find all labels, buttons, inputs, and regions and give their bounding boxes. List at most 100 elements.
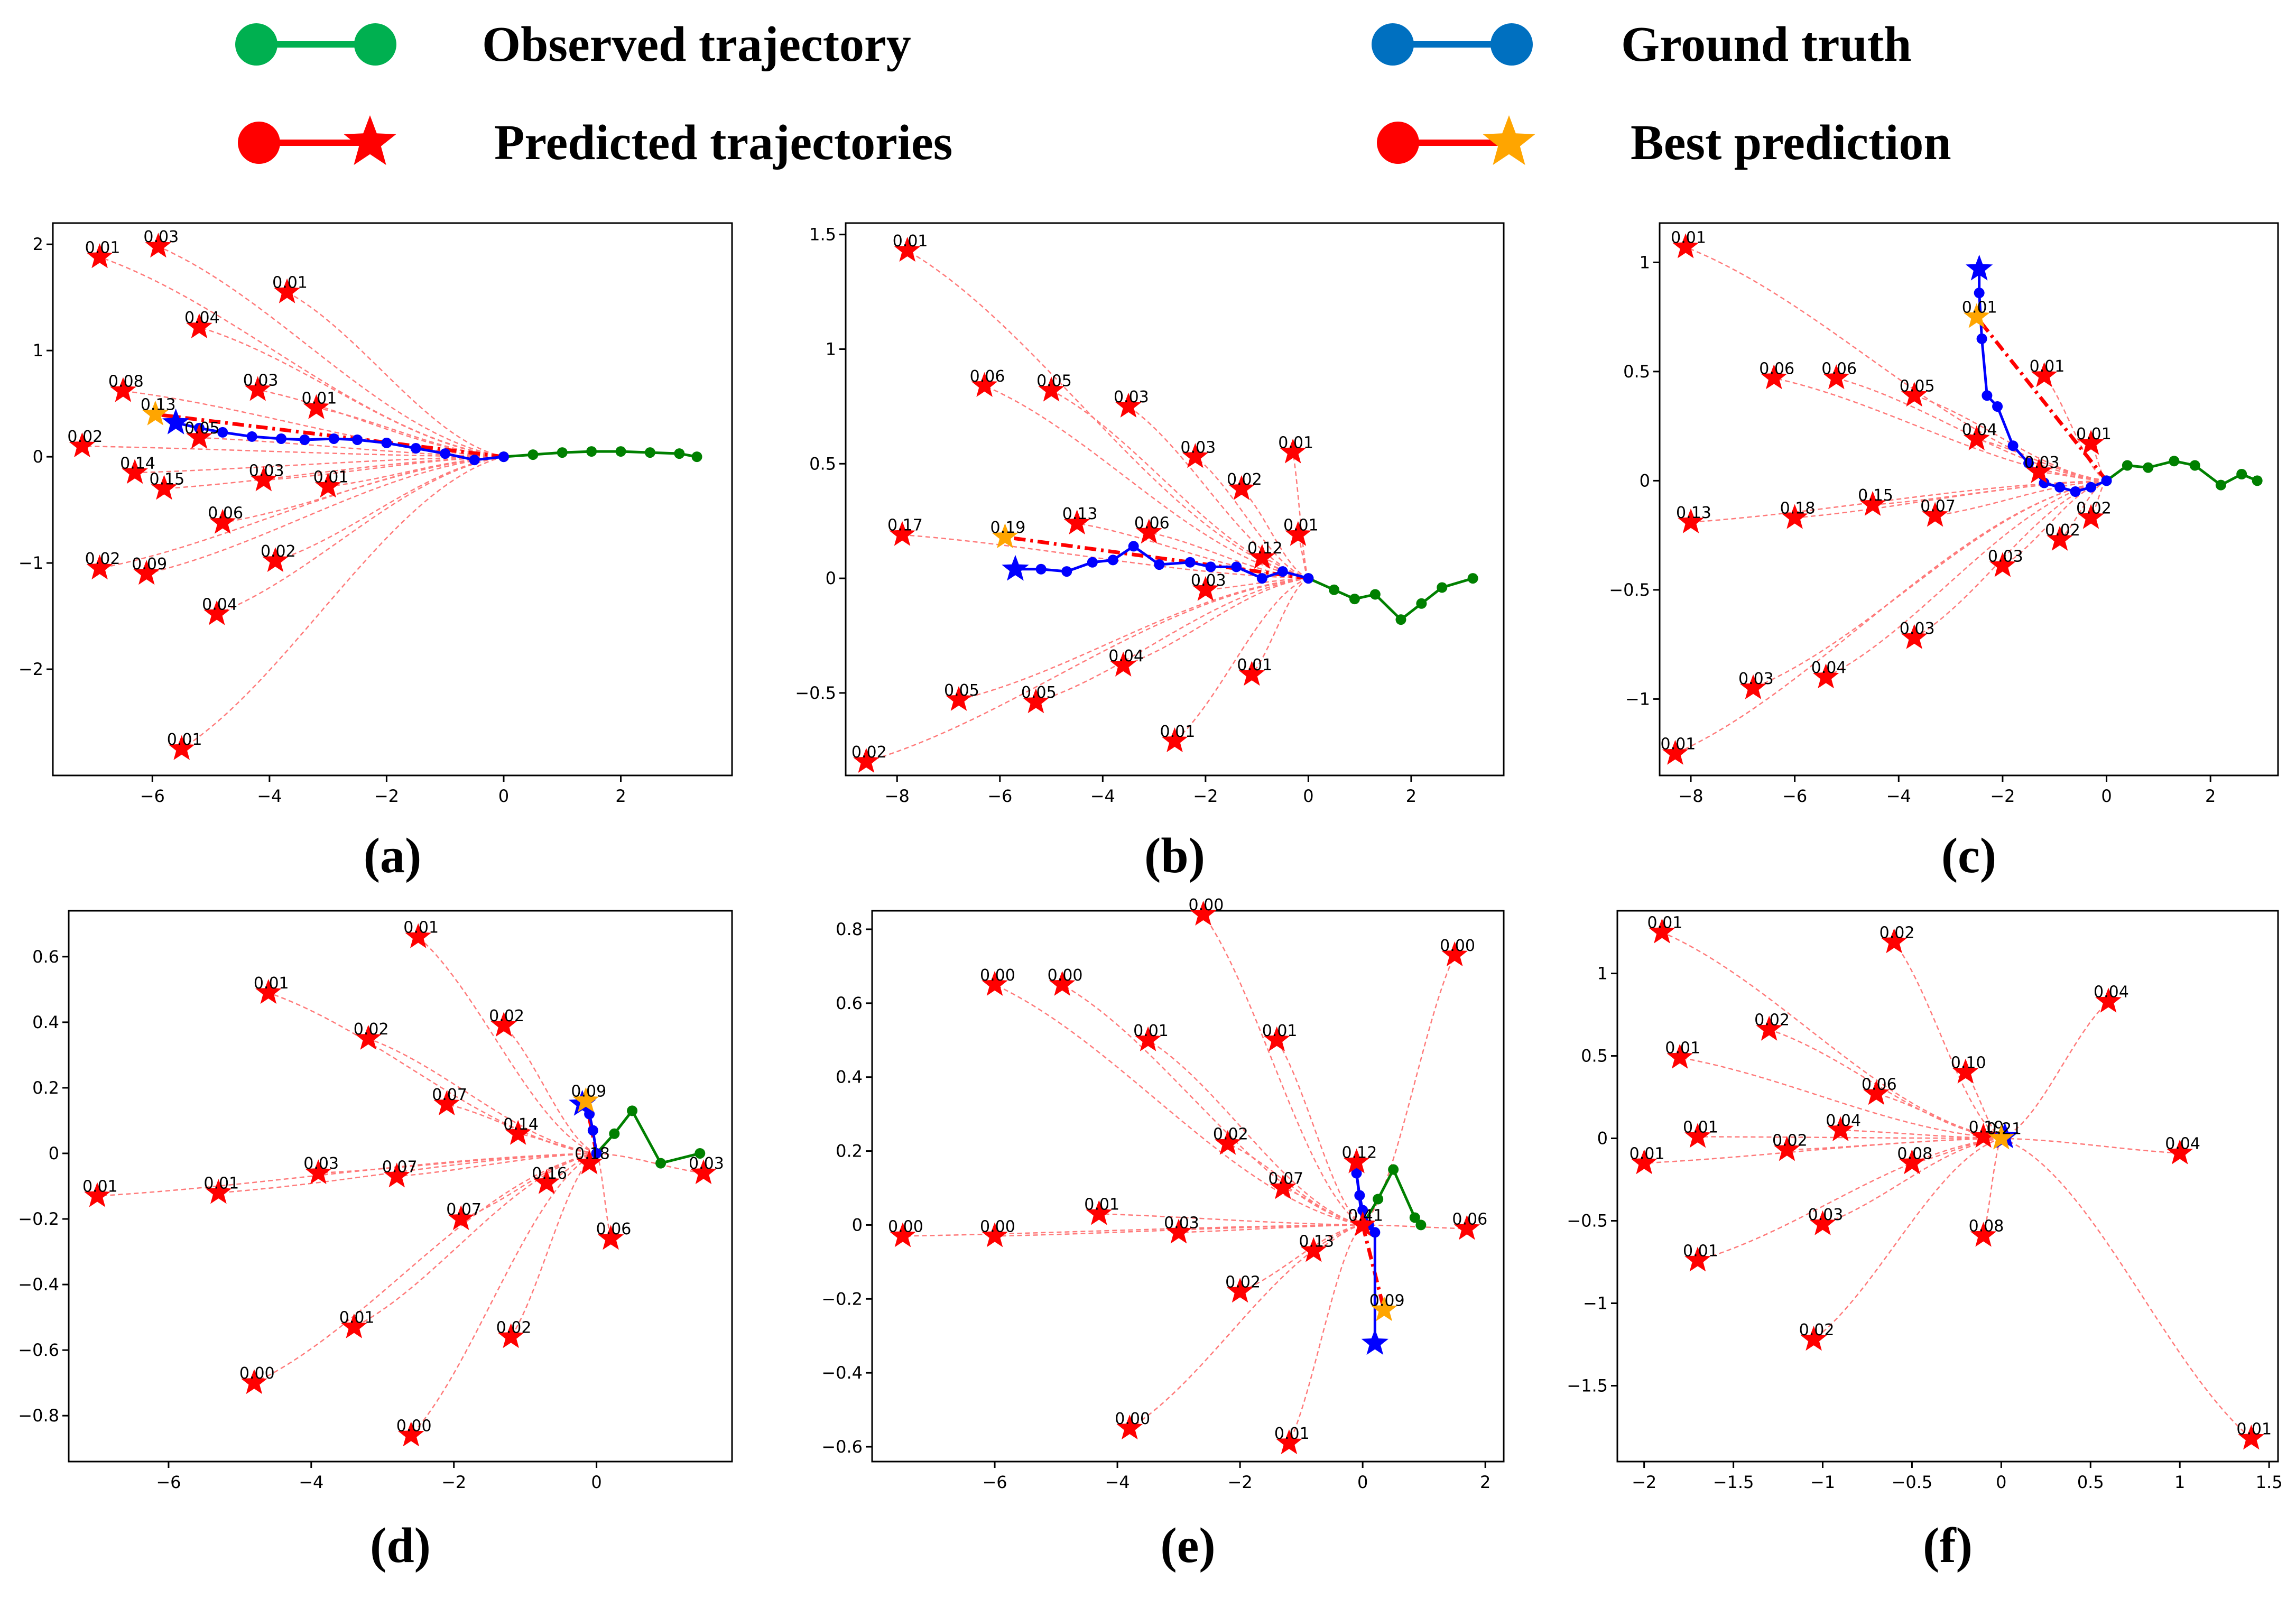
predicted-endpoint-star <box>971 372 998 397</box>
x-tick-label: −2 <box>1193 786 1218 806</box>
ground-truth-point <box>217 427 228 438</box>
prediction-curve <box>1893 941 2002 1139</box>
y-tick-label: 1 <box>1597 964 1608 984</box>
predicted-probability-label: 0.04 <box>184 309 220 327</box>
predicted-endpoint-star <box>889 521 915 546</box>
ground-truth-point <box>1277 566 1288 577</box>
predicted-endpoint-star <box>497 1323 524 1348</box>
predicted-endpoint-star <box>122 459 148 484</box>
predicted-probability-label: 0.02 <box>1213 1125 1248 1144</box>
predicted-endpoint-star <box>1761 364 1787 390</box>
prediction-curve <box>517 1133 597 1154</box>
x-tick-label: −4 <box>1105 1472 1130 1492</box>
ground-truth-point <box>299 434 310 445</box>
ground-truth-point <box>1357 1205 1368 1216</box>
y-tick-label: −0.6 <box>821 1437 863 1457</box>
prediction-curve <box>1362 955 1456 1226</box>
plot-frame <box>1616 910 2279 1463</box>
prediction-curve <box>2039 471 2107 482</box>
predicted-probability-label: 0.05 <box>1036 372 1072 391</box>
y-tick-label: 1 <box>33 340 43 361</box>
predicted-probability-label: 0.01 <box>1133 1022 1169 1040</box>
best-prediction-line <box>1360 1224 1386 1311</box>
predicted-endpoint-star <box>1756 1015 1782 1041</box>
ground-truth-point <box>1231 561 1242 572</box>
predicted-probability-label: 0.08 <box>1897 1144 1932 1163</box>
y-tick-label: −1 <box>18 553 43 573</box>
predicted-probability-label: 0.16 <box>532 1164 567 1183</box>
ground-truth-trajectory <box>1002 541 1314 584</box>
plot-frame <box>68 910 733 1463</box>
x-tick-label: −2 <box>441 1472 466 1492</box>
predicted-probability-label: 0.07 <box>1920 497 1956 515</box>
predicted-endpoint-star <box>1662 740 1689 765</box>
prediction-curve <box>1363 1224 1467 1230</box>
observed-point <box>2122 460 2133 471</box>
predicted-probability-label: 0.00 <box>1189 896 1224 914</box>
predicted-probability-label: 0.01 <box>301 390 337 408</box>
panel-label: (e) <box>1160 1518 1215 1573</box>
x-tick-label: 2 <box>1480 1472 1490 1492</box>
predicted-endpoint-star <box>203 600 230 625</box>
prediction-curve <box>1123 577 1309 667</box>
predicted-endpoint-star <box>1859 491 1886 516</box>
x-tick-label: −6 <box>156 1472 181 1492</box>
predicted-probability-label: 0.13 <box>1299 1232 1334 1251</box>
ground-truth-point <box>1087 557 1098 568</box>
predicted-probability-label: 0.00 <box>1048 966 1083 985</box>
predicted-endpoint-star <box>2167 1139 2193 1164</box>
predicted-endpoint-star <box>2031 362 2058 387</box>
predicted-probability-label: 0.03 <box>243 372 279 390</box>
prediction-curve <box>99 456 504 569</box>
prediction-curve <box>1099 1213 1363 1226</box>
prediction-curve <box>1934 480 2107 516</box>
predicted-endpoint-star <box>151 475 178 500</box>
prediction-curve <box>994 984 1363 1226</box>
predicted-probability-label: 0.03 <box>1808 1206 1844 1224</box>
predicted-probability-label: 0.01 <box>167 731 202 749</box>
predicted-endpoint-star <box>1023 688 1049 714</box>
x-tick-label: 0 <box>2101 786 2112 806</box>
predicted-probability-label: 0.01 <box>1278 434 1313 452</box>
y-tick-label: −0.4 <box>18 1274 59 1295</box>
panel-f: −2 −1.5 −1 −0.5 0 0.5 1 1.510.50−0.5−1−1.50.010… <box>1567 910 2283 1573</box>
ground-truth-point <box>469 455 480 466</box>
observed-point <box>586 446 597 457</box>
predicted-endpoint-star <box>448 1205 474 1231</box>
panel-label: (c) <box>1941 828 1996 883</box>
x-tick-label: 2 <box>2205 786 2216 806</box>
predicted-endpoint-star <box>1161 727 1188 752</box>
y-tick-label: 0.2 <box>32 1078 59 1098</box>
predicted-probability-label: 0.08 <box>108 373 144 391</box>
legend-predicted-label: Predicted trajectories <box>494 115 952 170</box>
prediction-curve <box>1147 1039 1363 1226</box>
prediction-curve <box>254 1152 597 1384</box>
prediction-curve <box>1753 480 2107 689</box>
predicted-probability-label: 0.01 <box>403 919 439 937</box>
x-tick-label: 0 <box>1996 1472 2006 1492</box>
y-tick-label: −0.4 <box>821 1363 863 1383</box>
predicted-probability-label: 0.02 <box>1772 1131 1808 1150</box>
prediction-curve <box>1239 1224 1363 1292</box>
prediction-curve <box>2001 1138 2180 1154</box>
predicted-probability-label: 0.01 <box>1683 1118 1718 1136</box>
y-tick-label: 0.4 <box>836 1067 863 1087</box>
ground-truth-point <box>1061 566 1072 577</box>
predicted-endpoint-star <box>405 923 431 948</box>
y-tick-label: 0.6 <box>32 947 59 967</box>
predicted-endpoint-star <box>1812 663 1839 689</box>
x-tick-label: −2 <box>1632 1472 1656 1492</box>
predicted-probability-label: 0.17 <box>887 516 923 535</box>
predicted-endpoint-star <box>1165 1218 1192 1244</box>
prediction-curve <box>97 1152 597 1197</box>
prediction-curve <box>146 456 504 575</box>
best-prediction-star <box>992 523 1019 549</box>
ground-truth-point <box>1354 1190 1365 1201</box>
prediction-curve <box>1062 984 1363 1226</box>
predicted-probability-label: 0.05 <box>944 681 979 700</box>
predicted-endpoint-star <box>262 547 289 572</box>
predicted-probability-label: 0.02 <box>489 1007 524 1025</box>
panel-label: (b) <box>1144 828 1205 883</box>
predicted-probability-label: 0.00 <box>396 1417 432 1435</box>
ground-truth-point <box>1035 563 1047 575</box>
